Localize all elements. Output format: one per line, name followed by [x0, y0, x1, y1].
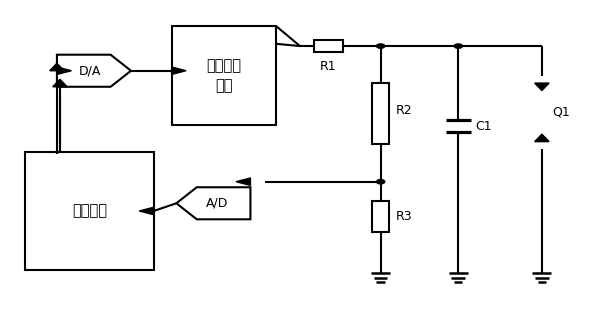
Text: 高压发生
电路: 高压发生 电路: [206, 58, 241, 93]
Polygon shape: [50, 63, 64, 71]
Text: R1: R1: [320, 60, 337, 72]
Text: 微处理器: 微处理器: [72, 203, 107, 219]
Polygon shape: [57, 55, 131, 87]
Text: R3: R3: [395, 210, 412, 223]
Bar: [314, 40, 343, 52]
Text: R2: R2: [395, 104, 412, 117]
Polygon shape: [53, 79, 67, 87]
Circle shape: [376, 179, 385, 184]
Bar: [372, 83, 389, 144]
Bar: [172, 26, 276, 125]
Text: D/A: D/A: [79, 64, 101, 77]
Polygon shape: [176, 187, 250, 219]
Circle shape: [454, 44, 463, 48]
Circle shape: [376, 44, 385, 48]
Polygon shape: [57, 67, 71, 74]
Text: C1: C1: [475, 120, 491, 133]
Polygon shape: [236, 178, 250, 185]
Text: Q1: Q1: [553, 106, 571, 119]
Polygon shape: [535, 134, 549, 142]
Bar: [372, 201, 389, 232]
Text: A/D: A/D: [206, 197, 228, 210]
Polygon shape: [172, 67, 186, 74]
Bar: [25, 152, 154, 270]
Polygon shape: [535, 83, 549, 91]
Polygon shape: [139, 207, 154, 215]
